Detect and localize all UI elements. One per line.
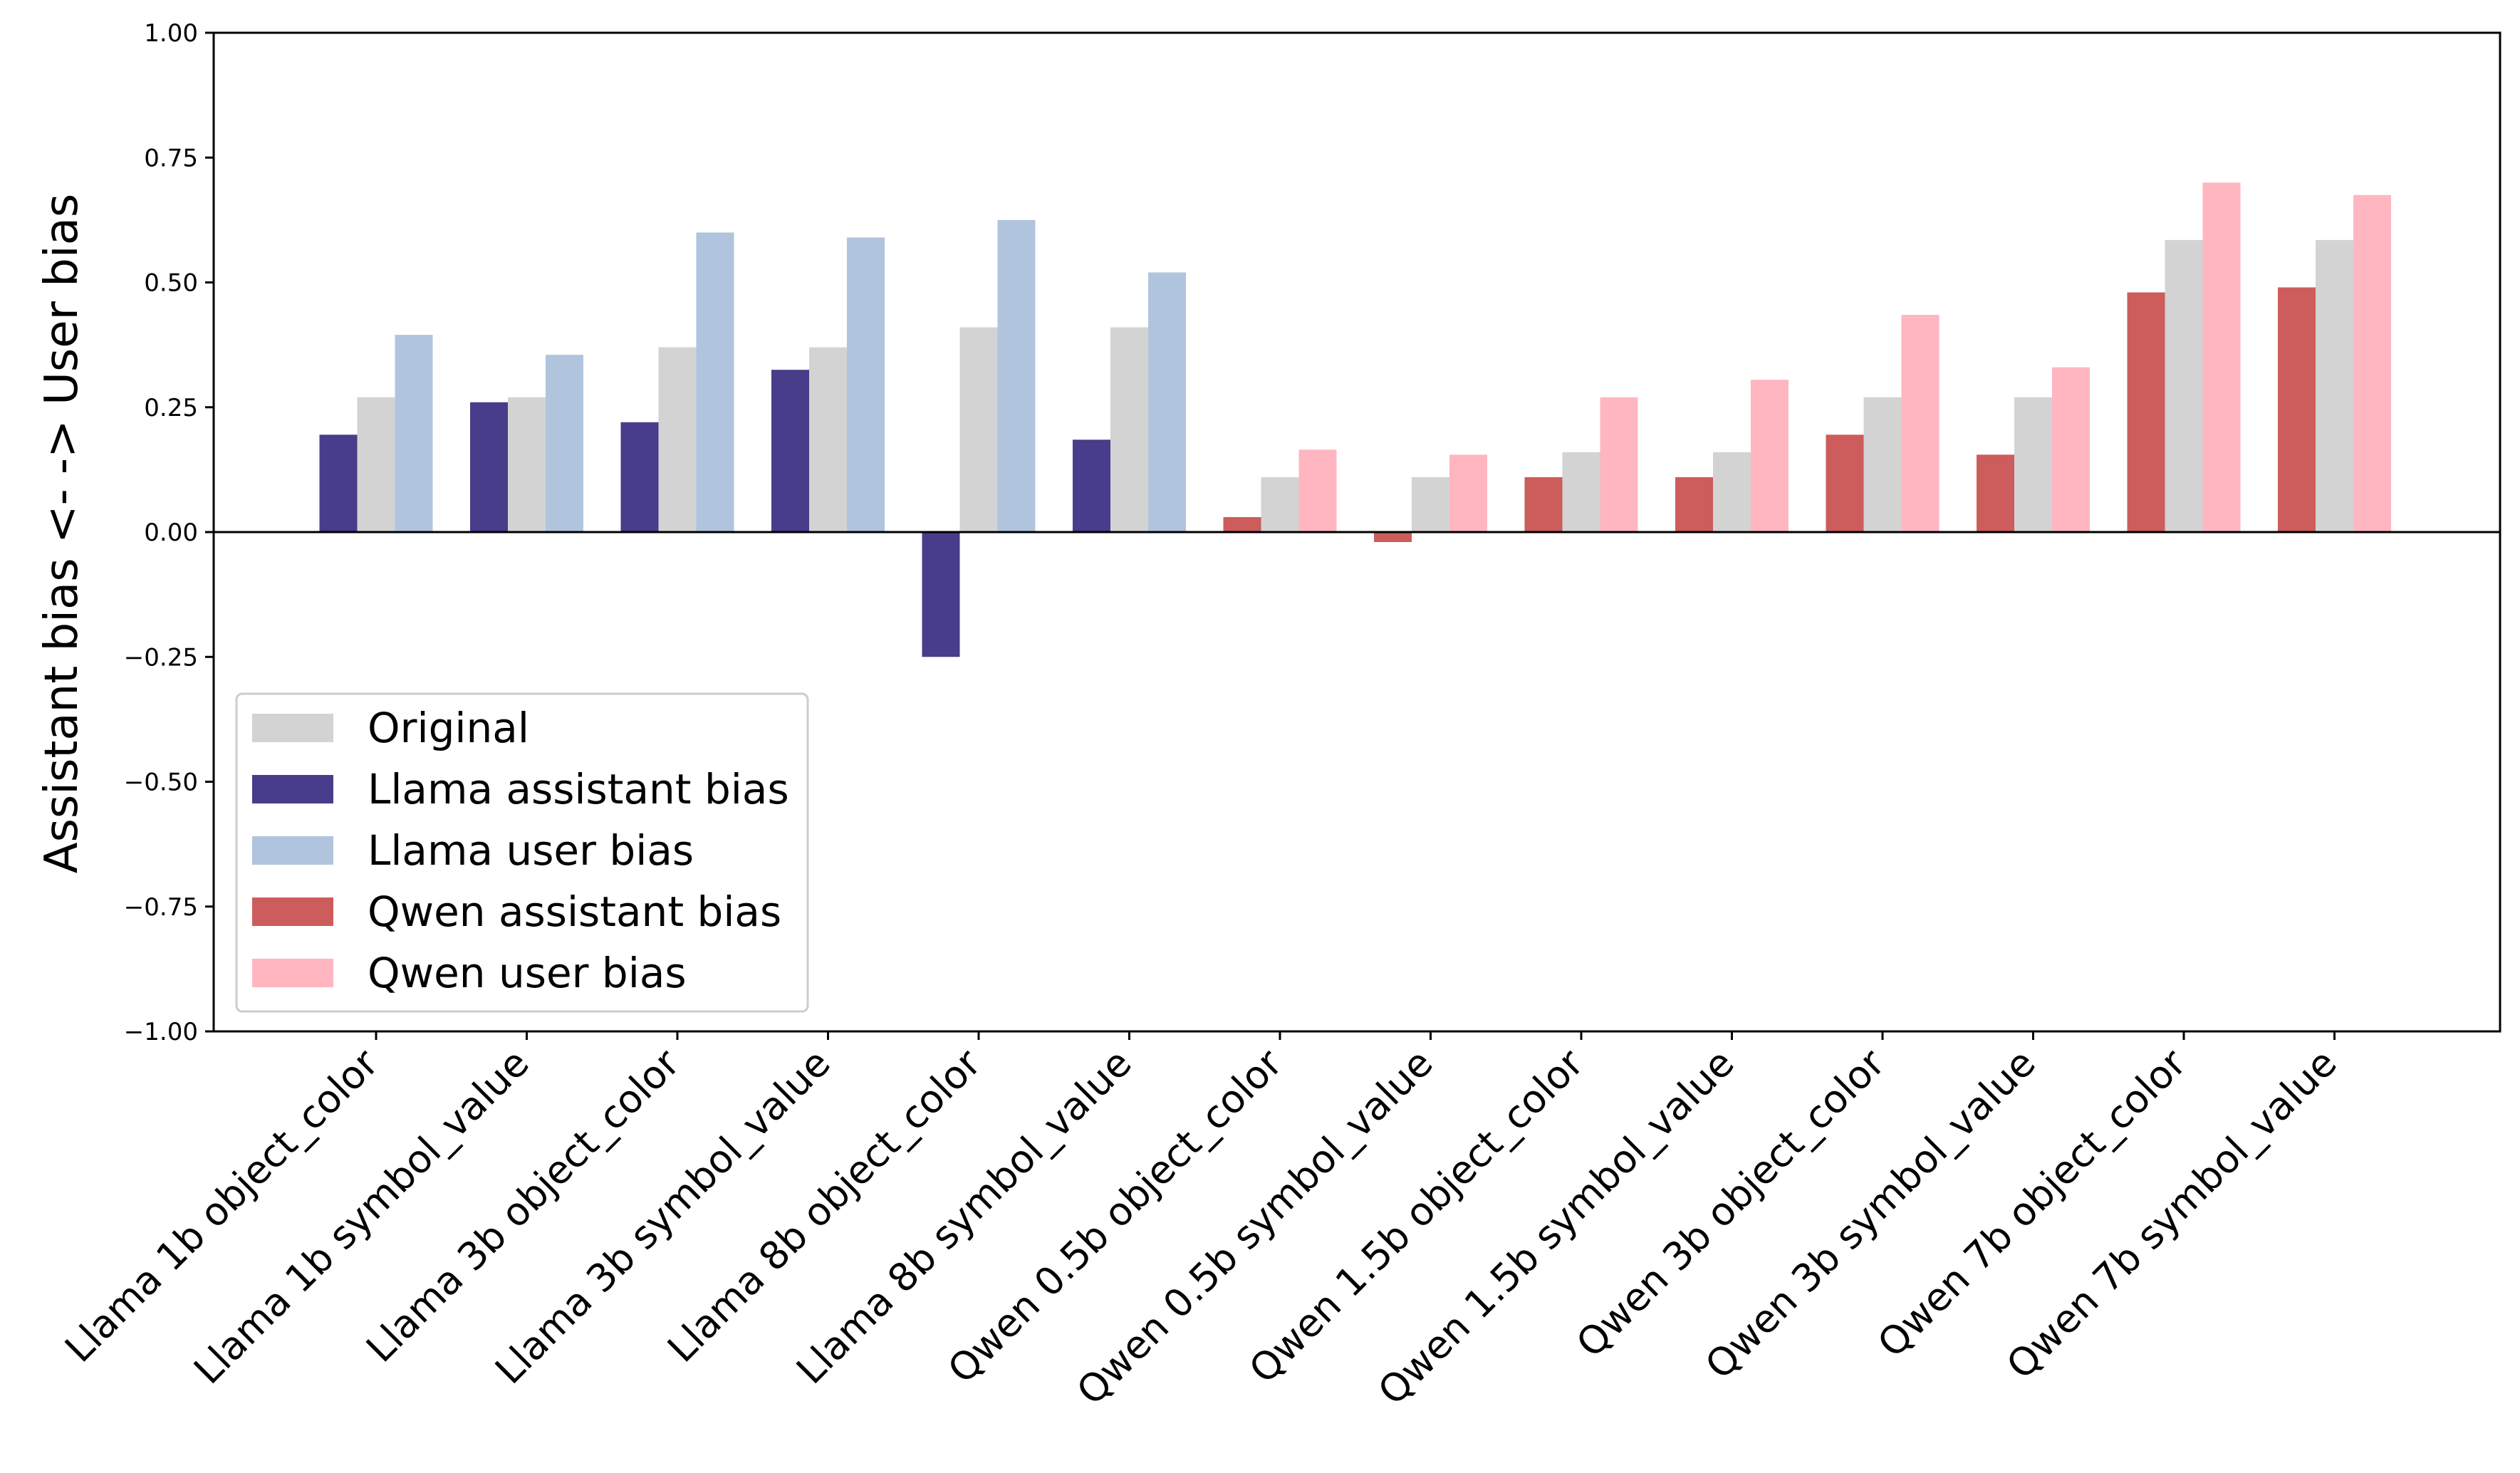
bar-qwen-user-bias <box>1449 454 1487 532</box>
y-axis: −1.00 −0.75 −0.50 −0.25 0.00 0.25 0.50 0.75 1.00 <box>124 19 214 1046</box>
bar-original <box>1863 397 1902 532</box>
bar-qwen-user-bias <box>1751 380 1789 532</box>
bar-qwen-user-bias <box>1298 449 1337 532</box>
legend-swatch <box>252 836 333 865</box>
bar-qwen-user-bias <box>1600 397 1638 532</box>
y-tick-label: 0.25 <box>144 394 198 422</box>
bar-llama-user-bias <box>696 232 734 532</box>
bar-qwen-user-bias <box>2353 194 2391 532</box>
bar-qwen-assistant-bias <box>1826 434 1864 532</box>
bar-llama-assistant-bias <box>620 422 659 532</box>
bar-llama-user-bias <box>847 237 885 532</box>
bar-llama-user-bias <box>395 335 433 532</box>
bar-llama-user-bias <box>997 219 1036 532</box>
bar-qwen-user-bias <box>1901 315 1940 532</box>
bar-original <box>959 327 998 532</box>
y-tick-label: −0.50 <box>124 769 198 797</box>
bar-qwen-assistant-bias <box>1675 477 1713 532</box>
legend-swatch <box>252 714 333 742</box>
bar-original <box>1713 452 1751 532</box>
legend-label: Llama assistant bias <box>368 765 789 813</box>
bar-qwen-assistant-bias <box>2278 287 2316 532</box>
bar-llama-assistant-bias <box>470 402 508 532</box>
bar-qwen-assistant-bias <box>1524 477 1563 532</box>
bar-original <box>809 347 847 532</box>
y-tick-label: 0.75 <box>144 144 198 172</box>
bar-original <box>508 397 546 532</box>
bar-llama-user-bias <box>1148 272 1186 532</box>
bar-original <box>1412 477 1449 532</box>
y-tick-label: −0.75 <box>124 893 198 922</box>
y-tick-label: −0.25 <box>124 643 198 672</box>
bar-qwen-assistant-bias <box>1223 516 1261 532</box>
bar-original <box>1261 477 1299 532</box>
bar-original <box>357 397 395 532</box>
bar-original <box>1562 452 1600 532</box>
bar-original <box>658 347 697 532</box>
bar-qwen-assistant-bias <box>1374 532 1412 543</box>
legend-label: Original <box>368 704 529 752</box>
y-tick-label: 0.00 <box>144 519 198 547</box>
bar-llama-assistant-bias <box>1073 439 1110 532</box>
bar-llama-user-bias <box>546 355 583 532</box>
bar-qwen-user-bias <box>2202 182 2241 532</box>
legend: Original Llama assistant bias Llama user b… <box>235 692 809 1013</box>
bar-qwen-assistant-bias <box>1977 454 2014 532</box>
y-tick-label: 1.00 <box>144 19 198 48</box>
y-tick-label: 0.50 <box>144 269 198 298</box>
legend-label: Qwen user bias <box>368 949 687 997</box>
bar-qwen-assistant-bias <box>2127 292 2165 532</box>
bar-original <box>2014 397 2052 532</box>
bar-original <box>2165 239 2203 532</box>
legend-label: Llama user bias <box>368 826 694 875</box>
y-tick-label: −1.00 <box>124 1018 198 1046</box>
bar-llama-assistant-bias <box>771 370 809 532</box>
legend-swatch <box>252 959 333 987</box>
bar-llama-assistant-bias <box>922 532 960 657</box>
bar-llama-assistant-bias <box>319 434 358 532</box>
bar-original <box>2316 239 2353 532</box>
bars-group <box>319 182 2391 657</box>
legend-box <box>235 692 809 1013</box>
legend-swatch <box>252 775 333 803</box>
legend-swatch <box>252 897 333 926</box>
bar-qwen-user-bias <box>2052 367 2090 532</box>
y-axis-label: Assistant bias <- -> User bias <box>36 194 88 874</box>
bar-original <box>1110 327 1148 532</box>
legend-label: Qwen assistant bias <box>368 888 781 936</box>
